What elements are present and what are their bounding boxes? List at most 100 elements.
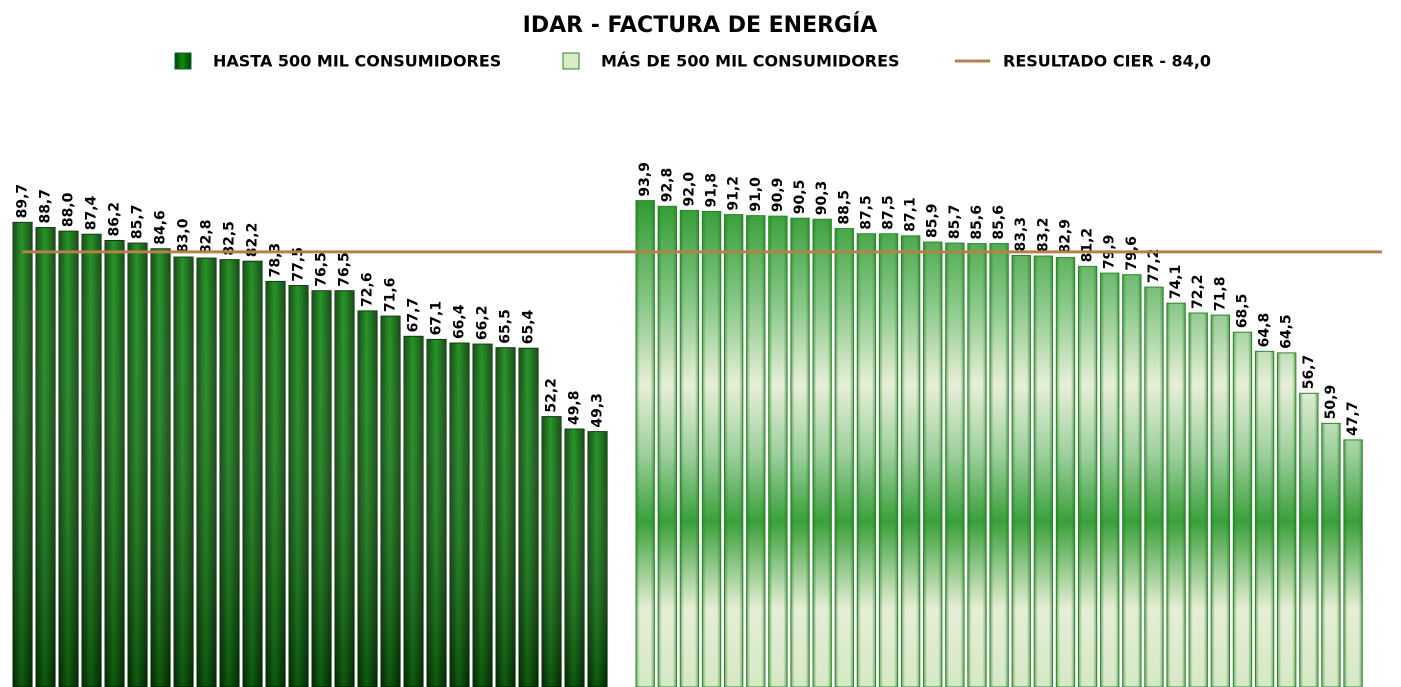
legend-swatch — [562, 52, 580, 70]
value-label: 83,2 — [1035, 217, 1051, 252]
bar — [768, 215, 788, 687]
bar — [1122, 274, 1142, 687]
bar — [541, 416, 562, 687]
value-label: 87,4 — [84, 195, 100, 230]
value-label: 64,8 — [1257, 313, 1273, 348]
value-label: 91,2 — [726, 176, 742, 211]
bar — [1210, 314, 1231, 687]
value-label: 66,4 — [452, 304, 468, 339]
bar — [1055, 257, 1076, 687]
value-label: 90,3 — [814, 181, 830, 216]
legend-label: HASTA 500 MIL CONSUMIDORES — [213, 52, 501, 71]
value-label: 74,1 — [1168, 265, 1184, 300]
bar — [967, 243, 987, 687]
value-label: 82,2 — [245, 223, 261, 258]
value-label: 79,6 — [1124, 236, 1140, 271]
bar — [812, 218, 832, 687]
bar — [989, 243, 1009, 687]
value-label: 88,0 — [61, 192, 77, 227]
value-label: 91,0 — [748, 177, 764, 212]
bar — [1077, 265, 1098, 687]
value-label: 65,4 — [521, 309, 537, 344]
bar — [1011, 255, 1031, 687]
bar — [635, 200, 655, 687]
bar — [1343, 439, 1363, 687]
value-label: 82,8 — [199, 220, 215, 255]
value-label: 72,6 — [360, 272, 376, 307]
bar — [1277, 352, 1297, 687]
value-label: 82,9 — [1057, 219, 1073, 254]
value-label: 83,3 — [1013, 217, 1029, 252]
bar — [35, 227, 56, 687]
value-label: 67,1 — [429, 301, 445, 336]
value-label: 84,6 — [153, 210, 169, 245]
value-label: 89,7 — [15, 184, 31, 219]
value-label: 85,9 — [925, 203, 941, 238]
bar — [380, 315, 401, 687]
bar — [357, 310, 378, 687]
value-label: 87,5 — [881, 195, 897, 230]
value-label: 82,5 — [222, 221, 238, 256]
value-label: 92,8 — [659, 168, 675, 203]
value-label: 71,8 — [1212, 277, 1228, 312]
value-label: 87,1 — [903, 197, 919, 232]
value-label: 47,7 — [1345, 401, 1361, 436]
bar — [219, 259, 240, 687]
value-label: 56,7 — [1301, 355, 1317, 390]
bar — [1254, 350, 1275, 687]
value-label: 65,5 — [498, 309, 514, 344]
bar — [657, 205, 677, 687]
value-label: 92,0 — [681, 172, 697, 207]
bar — [723, 214, 744, 687]
bar — [265, 280, 286, 687]
bar — [334, 290, 355, 687]
value-label: 49,8 — [567, 390, 583, 425]
value-label: 91,8 — [704, 173, 720, 208]
bar — [701, 210, 722, 687]
value-label: 85,6 — [969, 205, 985, 240]
value-label: 64,5 — [1279, 314, 1295, 349]
legend-swatch — [174, 52, 192, 70]
bar — [196, 257, 217, 687]
value-label: 77,2 — [1146, 249, 1162, 284]
value-label: 77,5 — [291, 247, 307, 282]
bar — [1188, 312, 1208, 687]
bar — [1299, 392, 1319, 687]
bar — [518, 347, 539, 687]
value-label: 81,2 — [1080, 228, 1096, 263]
value-label: 86,2 — [107, 202, 123, 237]
bar — [81, 233, 102, 687]
value-label: 88,7 — [38, 189, 54, 224]
bar — [1033, 255, 1054, 687]
value-label: 49,3 — [590, 393, 606, 428]
value-label: 72,2 — [1190, 274, 1206, 309]
bar — [679, 209, 700, 687]
bar — [311, 290, 332, 687]
value-label: 93,9 — [637, 162, 653, 197]
value-label: 50,9 — [1323, 385, 1339, 420]
bar — [900, 235, 921, 687]
value-label: 85,7 — [947, 205, 963, 240]
value-label: 76,5 — [337, 252, 353, 287]
value-label: 67,7 — [406, 298, 422, 333]
bar — [173, 256, 194, 687]
bar — [923, 241, 943, 687]
legend-label: MÁS DE 500 MIL CONSUMIDORES — [601, 52, 900, 71]
bar — [242, 260, 263, 687]
value-label: 88,5 — [836, 190, 852, 225]
bar — [1232, 331, 1253, 687]
bar — [1321, 422, 1341, 687]
bar — [127, 242, 148, 687]
value-label: 85,6 — [991, 205, 1007, 240]
value-label: 83,0 — [176, 218, 192, 253]
value-label: 85,7 — [130, 205, 146, 240]
bar — [150, 248, 171, 687]
value-label: 76,5 — [314, 252, 330, 287]
bar — [449, 342, 470, 687]
bar — [403, 335, 424, 687]
value-label: 78,3 — [268, 243, 284, 278]
bar — [12, 221, 33, 687]
legend-label: RESULTADO CIER - 84,0 — [1003, 52, 1211, 71]
bar — [1166, 302, 1186, 687]
